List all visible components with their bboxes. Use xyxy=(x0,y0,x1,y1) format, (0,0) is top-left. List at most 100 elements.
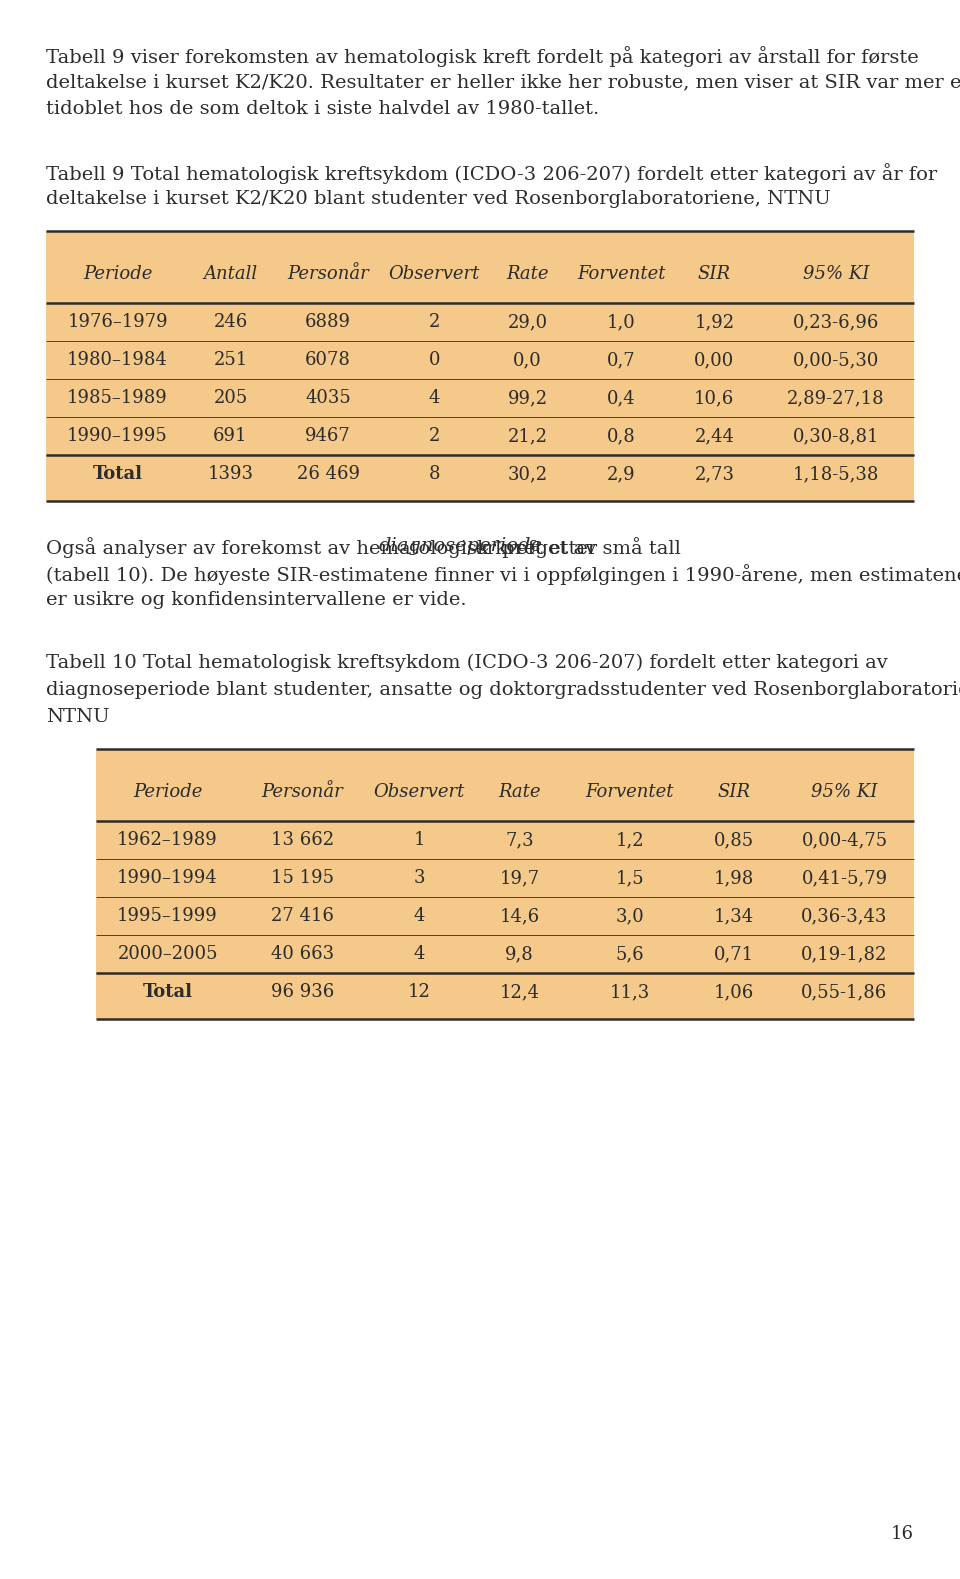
Text: 3: 3 xyxy=(414,868,425,887)
Text: 1985–1989: 1985–1989 xyxy=(67,388,168,407)
Text: 0,23-6,96: 0,23-6,96 xyxy=(793,313,879,332)
Text: Total: Total xyxy=(92,464,143,483)
Text: SIR: SIR xyxy=(717,783,751,801)
Text: 1980–1984: 1980–1984 xyxy=(67,351,168,369)
Text: Forventet: Forventet xyxy=(577,265,665,283)
Text: 1990–1994: 1990–1994 xyxy=(117,868,218,887)
Text: Total: Total xyxy=(143,984,193,1001)
Text: 2: 2 xyxy=(429,313,440,332)
Text: 12,4: 12,4 xyxy=(499,984,540,1001)
Text: 0,55-1,86: 0,55-1,86 xyxy=(802,984,888,1001)
Text: Periode: Periode xyxy=(83,265,153,283)
Text: 1,2: 1,2 xyxy=(615,831,644,850)
Text: 95% KI: 95% KI xyxy=(811,783,877,801)
Text: 1,98: 1,98 xyxy=(714,868,755,887)
Text: 10,6: 10,6 xyxy=(694,388,734,407)
Text: 19,7: 19,7 xyxy=(499,868,540,887)
Text: er preget av små tall: er preget av små tall xyxy=(469,537,682,557)
Text: 26 469: 26 469 xyxy=(297,464,360,483)
Text: 9467: 9467 xyxy=(305,426,351,445)
Text: 0,00-5,30: 0,00-5,30 xyxy=(793,351,879,369)
Text: 0,0: 0,0 xyxy=(514,351,542,369)
Text: 15 195: 15 195 xyxy=(271,868,334,887)
Text: 1,5: 1,5 xyxy=(615,868,644,887)
Text: 7,3: 7,3 xyxy=(505,831,534,850)
Text: Antall: Antall xyxy=(204,265,257,283)
Text: NTNU: NTNU xyxy=(46,707,109,726)
Text: 1976–1979: 1976–1979 xyxy=(67,313,168,332)
Text: 2000–2005: 2000–2005 xyxy=(117,944,218,963)
Text: Periode: Periode xyxy=(132,783,203,801)
Text: 0: 0 xyxy=(429,351,441,369)
Text: 0,85: 0,85 xyxy=(714,831,755,850)
Text: 8: 8 xyxy=(429,464,441,483)
Text: 205: 205 xyxy=(213,388,248,407)
Text: Observert: Observert xyxy=(373,783,465,801)
Text: 691: 691 xyxy=(213,426,248,445)
Text: 29,0: 29,0 xyxy=(508,313,548,332)
Text: 4035: 4035 xyxy=(305,388,351,407)
Text: 2,9: 2,9 xyxy=(607,464,636,483)
Text: diagnoseperiode: diagnoseperiode xyxy=(378,537,542,554)
Text: 1: 1 xyxy=(414,831,425,850)
Text: 251: 251 xyxy=(213,351,248,369)
Text: 0,8: 0,8 xyxy=(607,426,636,445)
Text: 1962–1989: 1962–1989 xyxy=(117,831,218,850)
Text: 246: 246 xyxy=(213,313,248,332)
Text: 1,06: 1,06 xyxy=(714,984,755,1001)
Text: 40 663: 40 663 xyxy=(271,944,334,963)
Text: 0,4: 0,4 xyxy=(607,388,636,407)
Text: 0,7: 0,7 xyxy=(607,351,636,369)
Text: Personår: Personår xyxy=(287,265,369,283)
Text: 6889: 6889 xyxy=(305,313,351,332)
Text: 4: 4 xyxy=(414,906,424,925)
Text: 16: 16 xyxy=(891,1525,914,1543)
Text: diagnoseperiode blant studenter, ansatte og doktorgradsstudenter ved Rosenborgla: diagnoseperiode blant studenter, ansatte… xyxy=(46,681,960,699)
Text: Også analyser av forekomst av hematologisk kreft etter: Også analyser av forekomst av hematologi… xyxy=(46,537,604,557)
Text: 0,30-8,81: 0,30-8,81 xyxy=(793,426,879,445)
Text: 0,19-1,82: 0,19-1,82 xyxy=(802,944,888,963)
Text: (tabell 10). De høyeste SIR-estimatene finner vi i oppfølgingen i 1990-årene, me: (tabell 10). De høyeste SIR-estimatene f… xyxy=(46,564,960,584)
Text: tidoblet hos de som deltok i siste halvdel av 1980-tallet.: tidoblet hos de som deltok i siste halvd… xyxy=(46,99,599,118)
Text: Tabell 9 Total hematologisk kreftsykdom (ICDO-3 206-207) fordelt etter kategori : Tabell 9 Total hematologisk kreftsykdom … xyxy=(46,163,937,183)
Text: 1,92: 1,92 xyxy=(694,313,734,332)
Text: er usikre og konfidensintervallene er vide.: er usikre og konfidensintervallene er vi… xyxy=(46,591,467,609)
Text: 11,3: 11,3 xyxy=(610,984,650,1001)
Text: 14,6: 14,6 xyxy=(499,906,540,925)
Text: 2,73: 2,73 xyxy=(694,464,734,483)
Bar xyxy=(96,748,914,1018)
Text: 27 416: 27 416 xyxy=(271,906,334,925)
Text: 2: 2 xyxy=(429,426,440,445)
Text: 1,34: 1,34 xyxy=(714,906,755,925)
Text: SIR: SIR xyxy=(698,265,731,283)
Bar xyxy=(46,231,914,501)
Text: 12: 12 xyxy=(408,984,430,1001)
Text: 1995–1999: 1995–1999 xyxy=(117,906,218,925)
Text: 2,44: 2,44 xyxy=(694,426,734,445)
Text: 2,89-27,18: 2,89-27,18 xyxy=(787,388,885,407)
Text: Personår: Personår xyxy=(262,783,344,801)
Text: 4: 4 xyxy=(414,944,424,963)
Text: 30,2: 30,2 xyxy=(508,464,548,483)
Text: 1393: 1393 xyxy=(207,464,253,483)
Text: 1,18-5,38: 1,18-5,38 xyxy=(793,464,879,483)
Text: Tabell 10 Total hematologisk kreftsykdom (ICDO-3 206-207) fordelt etter kategori: Tabell 10 Total hematologisk kreftsykdom… xyxy=(46,654,888,673)
Text: 3,0: 3,0 xyxy=(615,906,644,925)
Text: Observert: Observert xyxy=(389,265,480,283)
Text: 6078: 6078 xyxy=(305,351,351,369)
Text: Forventet: Forventet xyxy=(586,783,674,801)
Text: 1,0: 1,0 xyxy=(607,313,636,332)
Text: 1990–1995: 1990–1995 xyxy=(67,426,168,445)
Text: 95% KI: 95% KI xyxy=(803,265,869,283)
Text: 13 662: 13 662 xyxy=(271,831,334,850)
Text: 9,8: 9,8 xyxy=(505,944,534,963)
Text: 99,2: 99,2 xyxy=(508,388,548,407)
Text: 0,00: 0,00 xyxy=(694,351,734,369)
Text: 0,71: 0,71 xyxy=(714,944,755,963)
Text: Tabell 9 viser forekomsten av hematologisk kreft fordelt på kategori av årstall : Tabell 9 viser forekomsten av hematologi… xyxy=(46,46,919,66)
Text: 5,6: 5,6 xyxy=(615,944,644,963)
Text: deltakelse i kurset K2/K20 blant studenter ved Rosenborglaboratoriene, NTNU: deltakelse i kurset K2/K20 blant student… xyxy=(46,189,830,208)
Text: 0,36-3,43: 0,36-3,43 xyxy=(802,906,888,925)
Text: 21,2: 21,2 xyxy=(508,426,548,445)
Text: 0,00-4,75: 0,00-4,75 xyxy=(802,831,888,850)
